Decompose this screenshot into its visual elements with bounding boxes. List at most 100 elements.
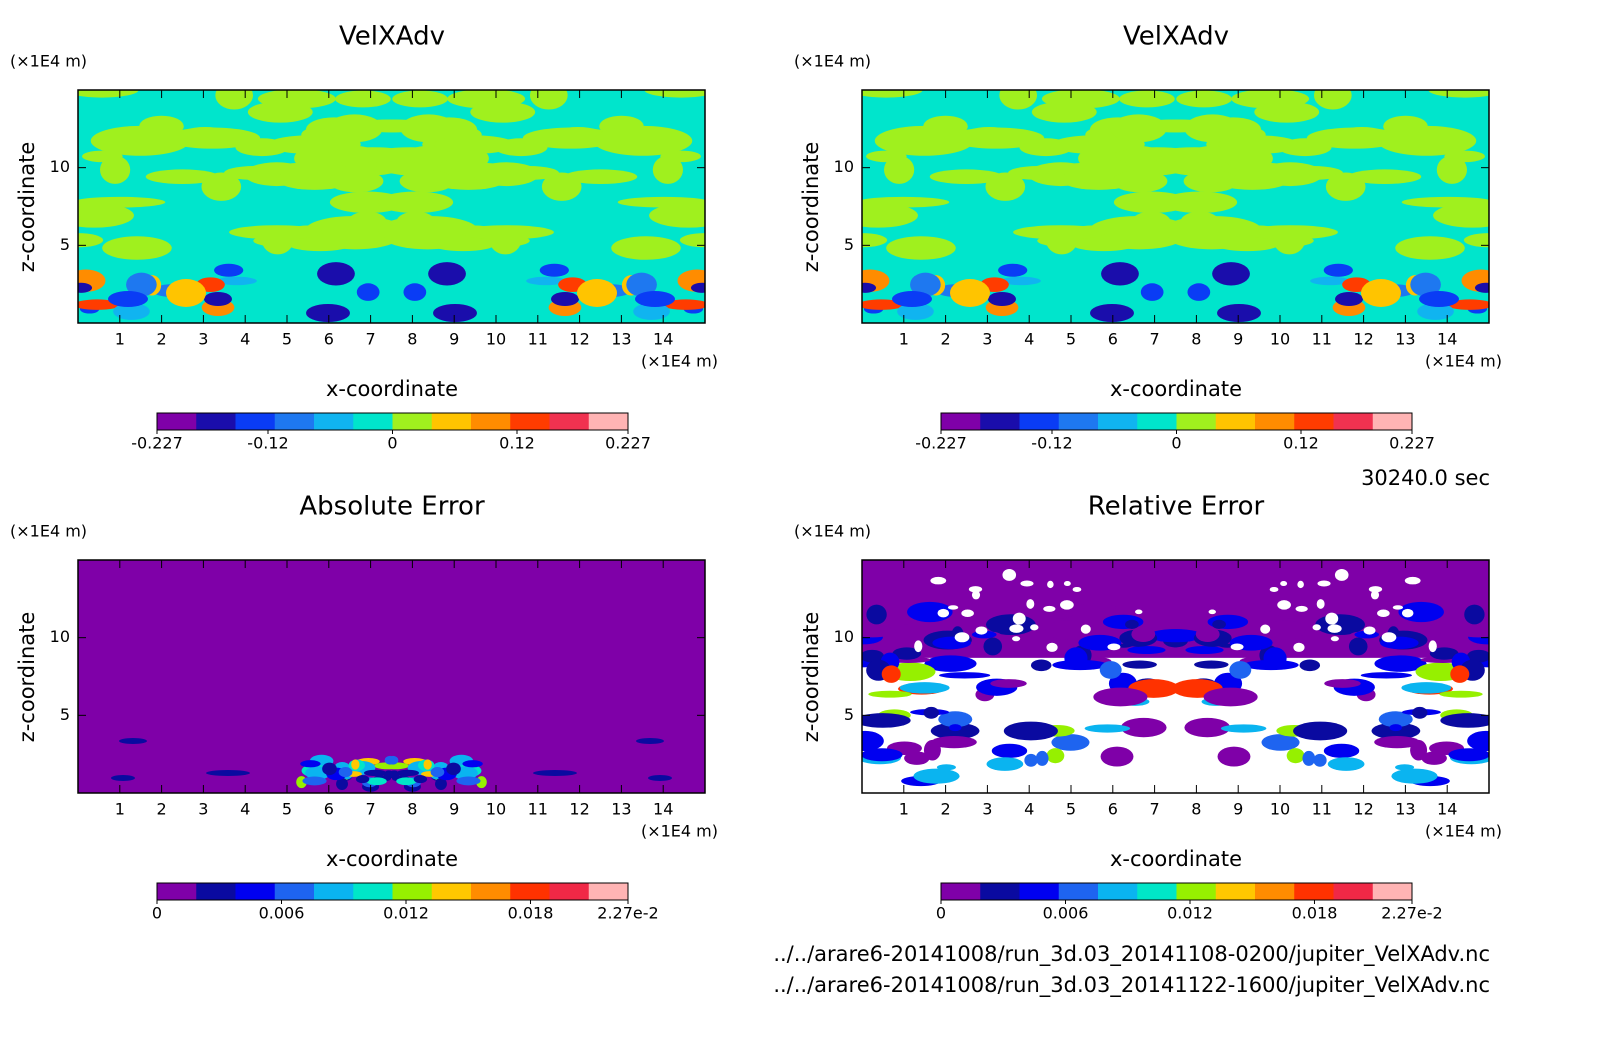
contour-region — [1120, 717, 1167, 738]
contour-region — [1313, 90, 1352, 110]
contour-region — [1334, 568, 1349, 581]
contour-region — [862, 649, 885, 663]
contour-region — [166, 279, 206, 307]
contour-region — [862, 233, 888, 248]
contour-region — [868, 690, 912, 698]
contour-region — [434, 135, 515, 154]
x-tick-label: 9 — [1233, 330, 1243, 349]
contour-region — [950, 279, 990, 307]
colorbar-segment — [431, 413, 472, 430]
contour-region — [1046, 748, 1065, 764]
contour-region — [1012, 612, 1026, 625]
contour-region — [593, 125, 693, 156]
contour-region — [1110, 114, 1167, 143]
x-tick-label: 6 — [1108, 800, 1118, 819]
contour-region — [456, 776, 481, 786]
contour-region — [336, 777, 348, 790]
x-tick-label: 4 — [240, 330, 250, 349]
contour-region — [177, 127, 233, 146]
contour-region — [913, 768, 960, 784]
contour-region — [1439, 690, 1483, 698]
panel: VelXAdv (×1E4 m) (×1E4 m) x-coordinate z-coo… — [794, 22, 1502, 453]
contour-region — [1424, 623, 1455, 641]
contour-region — [1363, 626, 1376, 635]
contour-region — [924, 655, 977, 672]
x-tick-label: 10 — [486, 800, 506, 819]
plot-frame — [861, 89, 1490, 324]
contour-region — [1046, 642, 1058, 652]
x-tick-label: 4 — [240, 800, 250, 819]
contour-region — [1401, 608, 1414, 618]
contour-region — [1310, 276, 1351, 286]
contour-region — [1280, 580, 1288, 587]
x-tick-label: 5 — [1066, 330, 1076, 349]
contour-region — [326, 114, 383, 143]
x-tick-label: 5 — [282, 800, 292, 819]
contour-region — [930, 576, 947, 585]
contour-region — [300, 760, 321, 768]
contour-region — [1122, 660, 1157, 669]
colorbar-segment — [274, 883, 315, 900]
contour-region — [1466, 649, 1489, 663]
colorbar-segment — [549, 883, 590, 900]
contour-region — [1217, 304, 1261, 322]
contour-region — [1464, 604, 1485, 625]
contour-region — [862, 203, 918, 228]
contour-region — [201, 172, 242, 201]
contour-region — [1467, 730, 1489, 751]
x-tick-label: 11 — [1312, 330, 1332, 349]
x-tick-label: 6 — [324, 330, 334, 349]
contour-region — [1045, 620, 1088, 640]
colorbar-tick-label: 0.006 — [1043, 904, 1089, 923]
contour-region — [1151, 629, 1203, 643]
contour-region — [387, 755, 399, 765]
contour-region — [1127, 646, 1166, 655]
colorbar-frame — [156, 882, 629, 901]
contour-region — [1115, 145, 1162, 165]
contour-region — [431, 237, 496, 252]
contour-region — [111, 775, 135, 781]
panel: Relative Error (×1E4 m) (×1E4 m) x-coordina… — [794, 492, 1502, 923]
colorbar-segment — [353, 883, 393, 900]
colorbar-tick-label: 0 — [152, 904, 162, 923]
contour-region — [929, 169, 1003, 185]
contour-region — [990, 679, 1027, 688]
contour-region — [886, 236, 956, 260]
panel-title: VelXAdv — [339, 22, 445, 52]
contour-region — [577, 279, 617, 307]
contour-region — [1412, 706, 1428, 719]
x-tick-label: 12 — [1353, 800, 1373, 819]
contour-region — [1269, 586, 1279, 593]
contour-region — [470, 101, 536, 123]
contour-region — [1184, 114, 1241, 143]
contour-region — [961, 127, 1017, 146]
colorbar-segment — [471, 413, 511, 430]
contour-region — [1203, 687, 1258, 707]
contour-region — [983, 637, 1003, 656]
contour-region — [446, 762, 461, 776]
contour-region — [862, 713, 911, 728]
contour-region — [999, 90, 1038, 110]
colorbar-segment — [1372, 883, 1413, 900]
contour-region — [1080, 624, 1091, 634]
contour-region — [1243, 225, 1338, 240]
contour-region — [1215, 237, 1280, 252]
colorbar-tick-label: 0.018 — [508, 904, 554, 923]
contour-region — [1404, 576, 1421, 585]
colorbar-tick-label: 0.018 — [1292, 904, 1338, 923]
contour-region — [247, 101, 313, 123]
colorbar-tick-label: -0.227 — [915, 434, 967, 453]
x-axis-label: x-coordinate — [1110, 377, 1242, 401]
y-tick-label: 5 — [60, 705, 70, 724]
contour-region — [108, 291, 148, 307]
contour-region — [892, 291, 932, 307]
contour-region — [1090, 304, 1134, 322]
y-tick-label: 10 — [834, 157, 854, 176]
contour-region — [1474, 282, 1489, 293]
contour-region — [931, 736, 977, 749]
x-unit: (×1E4 m) — [1425, 352, 1502, 371]
x-tick-label: 6 — [324, 800, 334, 819]
contour-region — [405, 145, 452, 165]
y-tick-label: 10 — [834, 627, 854, 646]
contour-region — [1293, 642, 1305, 652]
